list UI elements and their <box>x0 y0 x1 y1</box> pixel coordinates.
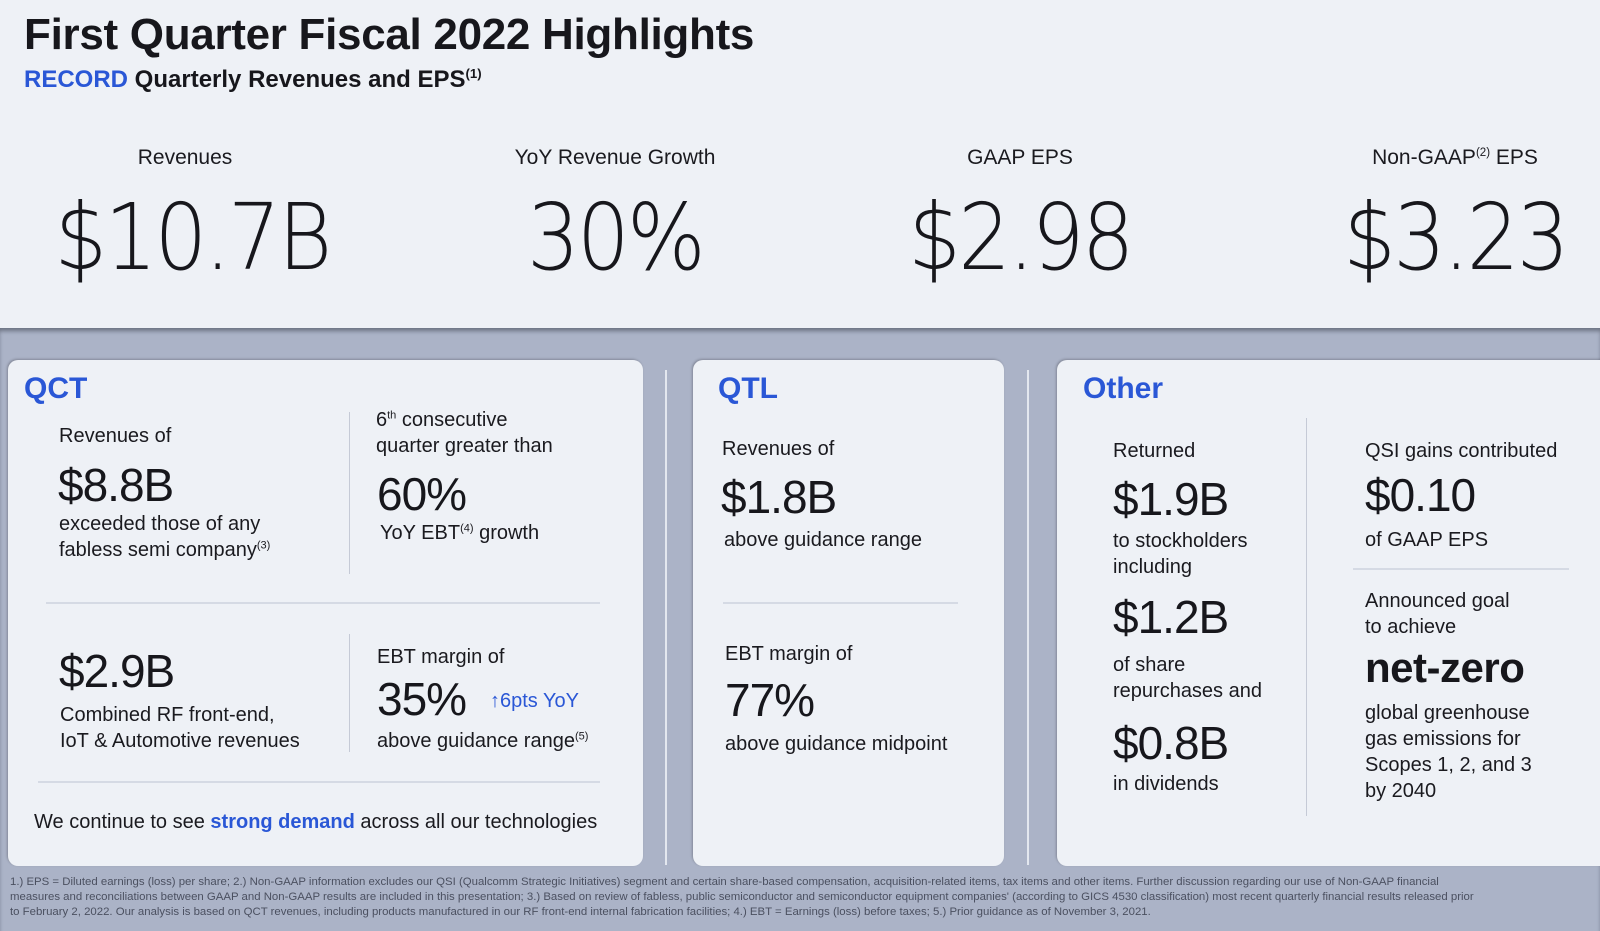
footnote-ref: (2) <box>1475 147 1491 159</box>
qct-growth-desc: YoY EBT(4) growth <box>380 520 539 546</box>
record-highlight: RECORD <box>24 66 129 93</box>
kpi-label-text: Non-GAAP <box>1372 146 1476 169</box>
other-title: Other <box>1083 372 1164 405</box>
other-card <box>1057 360 1600 866</box>
other-goal-label: to achieve <box>1365 616 1457 638</box>
qct-rev-label: Revenues of <box>59 425 172 447</box>
qtl-title: QTL <box>718 372 778 405</box>
tagline-text: across all our technologies <box>354 811 598 833</box>
other-qsi-value: $0.10 <box>1365 469 1476 521</box>
kpi-non-gaap-eps: Non-GAAP(2) EPS $3.23 <box>1310 146 1600 284</box>
page-subtitle: RECORD Quarterly Revenues and EPS(1) <box>24 66 482 94</box>
qct-tagline: We continue to see strong demand across … <box>34 811 597 834</box>
other-returned-label: Returned <box>1113 440 1196 462</box>
footnote-ref: (5) <box>574 730 589 743</box>
kpi-label: Revenues <box>137 146 233 169</box>
other-dividend-desc: in dividends <box>1113 773 1219 795</box>
other-buyback-value: $1.2B <box>1113 591 1229 643</box>
qct-title: QCT <box>24 372 88 405</box>
qtl-margin-value: 77% <box>725 674 815 726</box>
kpi-label: GAAP EPS <box>967 146 1073 169</box>
kpi-label-text: EPS <box>1490 146 1538 169</box>
band-divider <box>1027 370 1029 865</box>
streak-num: 6 <box>376 409 388 431</box>
horizontal-divider <box>46 602 600 604</box>
qct-growth-value: 60% <box>377 468 467 520</box>
subtitle-text: Quarterly Revenues and EPS <box>128 66 466 93</box>
vertical-divider <box>1306 418 1307 816</box>
other-goal-desc: Scopes 1, 2, and 3 <box>1365 754 1532 776</box>
tagline-highlight: strong demand <box>210 811 355 833</box>
footnotes: 1.) EPS = Diluted earnings (loss) per sh… <box>10 875 1595 920</box>
growth-text: YoY EBT <box>380 522 461 544</box>
other-goal-desc: global greenhouse <box>1365 702 1530 724</box>
qtl-rev-label: Revenues of <box>722 438 835 460</box>
other-buyback-desc: of share <box>1113 654 1186 676</box>
streak-text: consecutive <box>396 409 508 431</box>
qct-margin-label: EBT margin of <box>377 646 505 668</box>
vertical-divider <box>349 412 350 574</box>
qtl-margin-label: EBT margin of <box>725 643 853 665</box>
other-returned-value: $1.9B <box>1113 473 1229 525</box>
qct-rev-desc: fabless semi company(3) <box>59 537 270 563</box>
kpi-value: 30% <box>527 184 706 291</box>
footnote-ref: (3) <box>256 539 271 552</box>
other-goal-desc: gas emissions for <box>1365 728 1521 750</box>
other-qsi-desc: of GAAP EPS <box>1365 529 1489 551</box>
kpi-revenues: Revenues $10.7B <box>40 146 333 291</box>
footnote-line: to February 2, 2022. Our analysis is bas… <box>10 906 1151 918</box>
other-dividend-value: $0.8B <box>1113 717 1229 769</box>
qct-rev-desc: exceeded those of any <box>59 513 261 535</box>
growth-text: growth <box>473 522 540 544</box>
qct-margin-desc: above guidance range(5) <box>377 728 588 754</box>
qct-streak: 6th consecutive <box>376 407 507 433</box>
kpi-yoy-growth: YoY Revenue Growth 30% <box>460 146 770 284</box>
kpi-value: $2.98 <box>908 184 1134 291</box>
other-goal-desc: by 2040 <box>1365 780 1437 802</box>
footnote-line: 1.) EPS = Diluted earnings (loss) per sh… <box>10 876 1439 888</box>
page-title: First Quarter Fiscal 2022 Highlights <box>24 10 755 59</box>
kpi-label: Non-GAAP(2) EPS <box>1310 146 1600 170</box>
footnote-ref: (1) <box>465 66 482 81</box>
qct-rev-desc-text: fabless semi company <box>59 539 257 561</box>
kpi-value: $10.7B <box>54 184 333 291</box>
qtl-card <box>693 360 1004 866</box>
qct-streak: quarter greater than <box>376 435 553 457</box>
other-qsi-label: QSI gains contributed <box>1365 440 1558 462</box>
footnote-line: measures and reconciliations between GAA… <box>10 891 1474 903</box>
qtl-rev-value: $1.8B <box>721 471 837 523</box>
kpi-label: YoY Revenue Growth <box>514 146 716 169</box>
ordinal-suffix: th <box>387 409 397 422</box>
qtl-rev-desc: above guidance range <box>724 529 922 551</box>
qct-margin-value: 35% <box>377 673 467 725</box>
kpi-gaap-eps: GAAP EPS $2.98 <box>880 146 1160 284</box>
tagline-text: We continue to see <box>34 811 211 833</box>
horizontal-divider <box>723 602 958 604</box>
kpi-value: $3.23 <box>1343 184 1569 291</box>
vertical-divider <box>349 634 350 752</box>
band-divider <box>665 370 667 865</box>
footnote-ref: (4) <box>460 522 474 535</box>
other-buyback-desc: repurchases and <box>1113 680 1262 702</box>
margin-desc-text: above guidance range <box>377 730 575 752</box>
qct-combined-desc: IoT & Automotive revenues <box>60 730 300 752</box>
other-goal-value: net-zero <box>1365 644 1525 691</box>
horizontal-divider <box>38 781 600 783</box>
horizontal-divider <box>1353 568 1569 570</box>
qct-combined-desc: Combined RF front-end, <box>60 704 275 726</box>
other-returned-desc: to stockholders <box>1113 530 1248 552</box>
other-returned-desc: including <box>1113 556 1192 578</box>
qct-combined-value: $2.9B <box>59 645 175 697</box>
qtl-margin-desc: above guidance midpoint <box>725 733 948 755</box>
qct-rev-value: $8.8B <box>58 459 174 511</box>
other-goal-label: Announced goal <box>1365 590 1510 612</box>
margin-change-up: ↑6pts YoY <box>490 690 579 712</box>
